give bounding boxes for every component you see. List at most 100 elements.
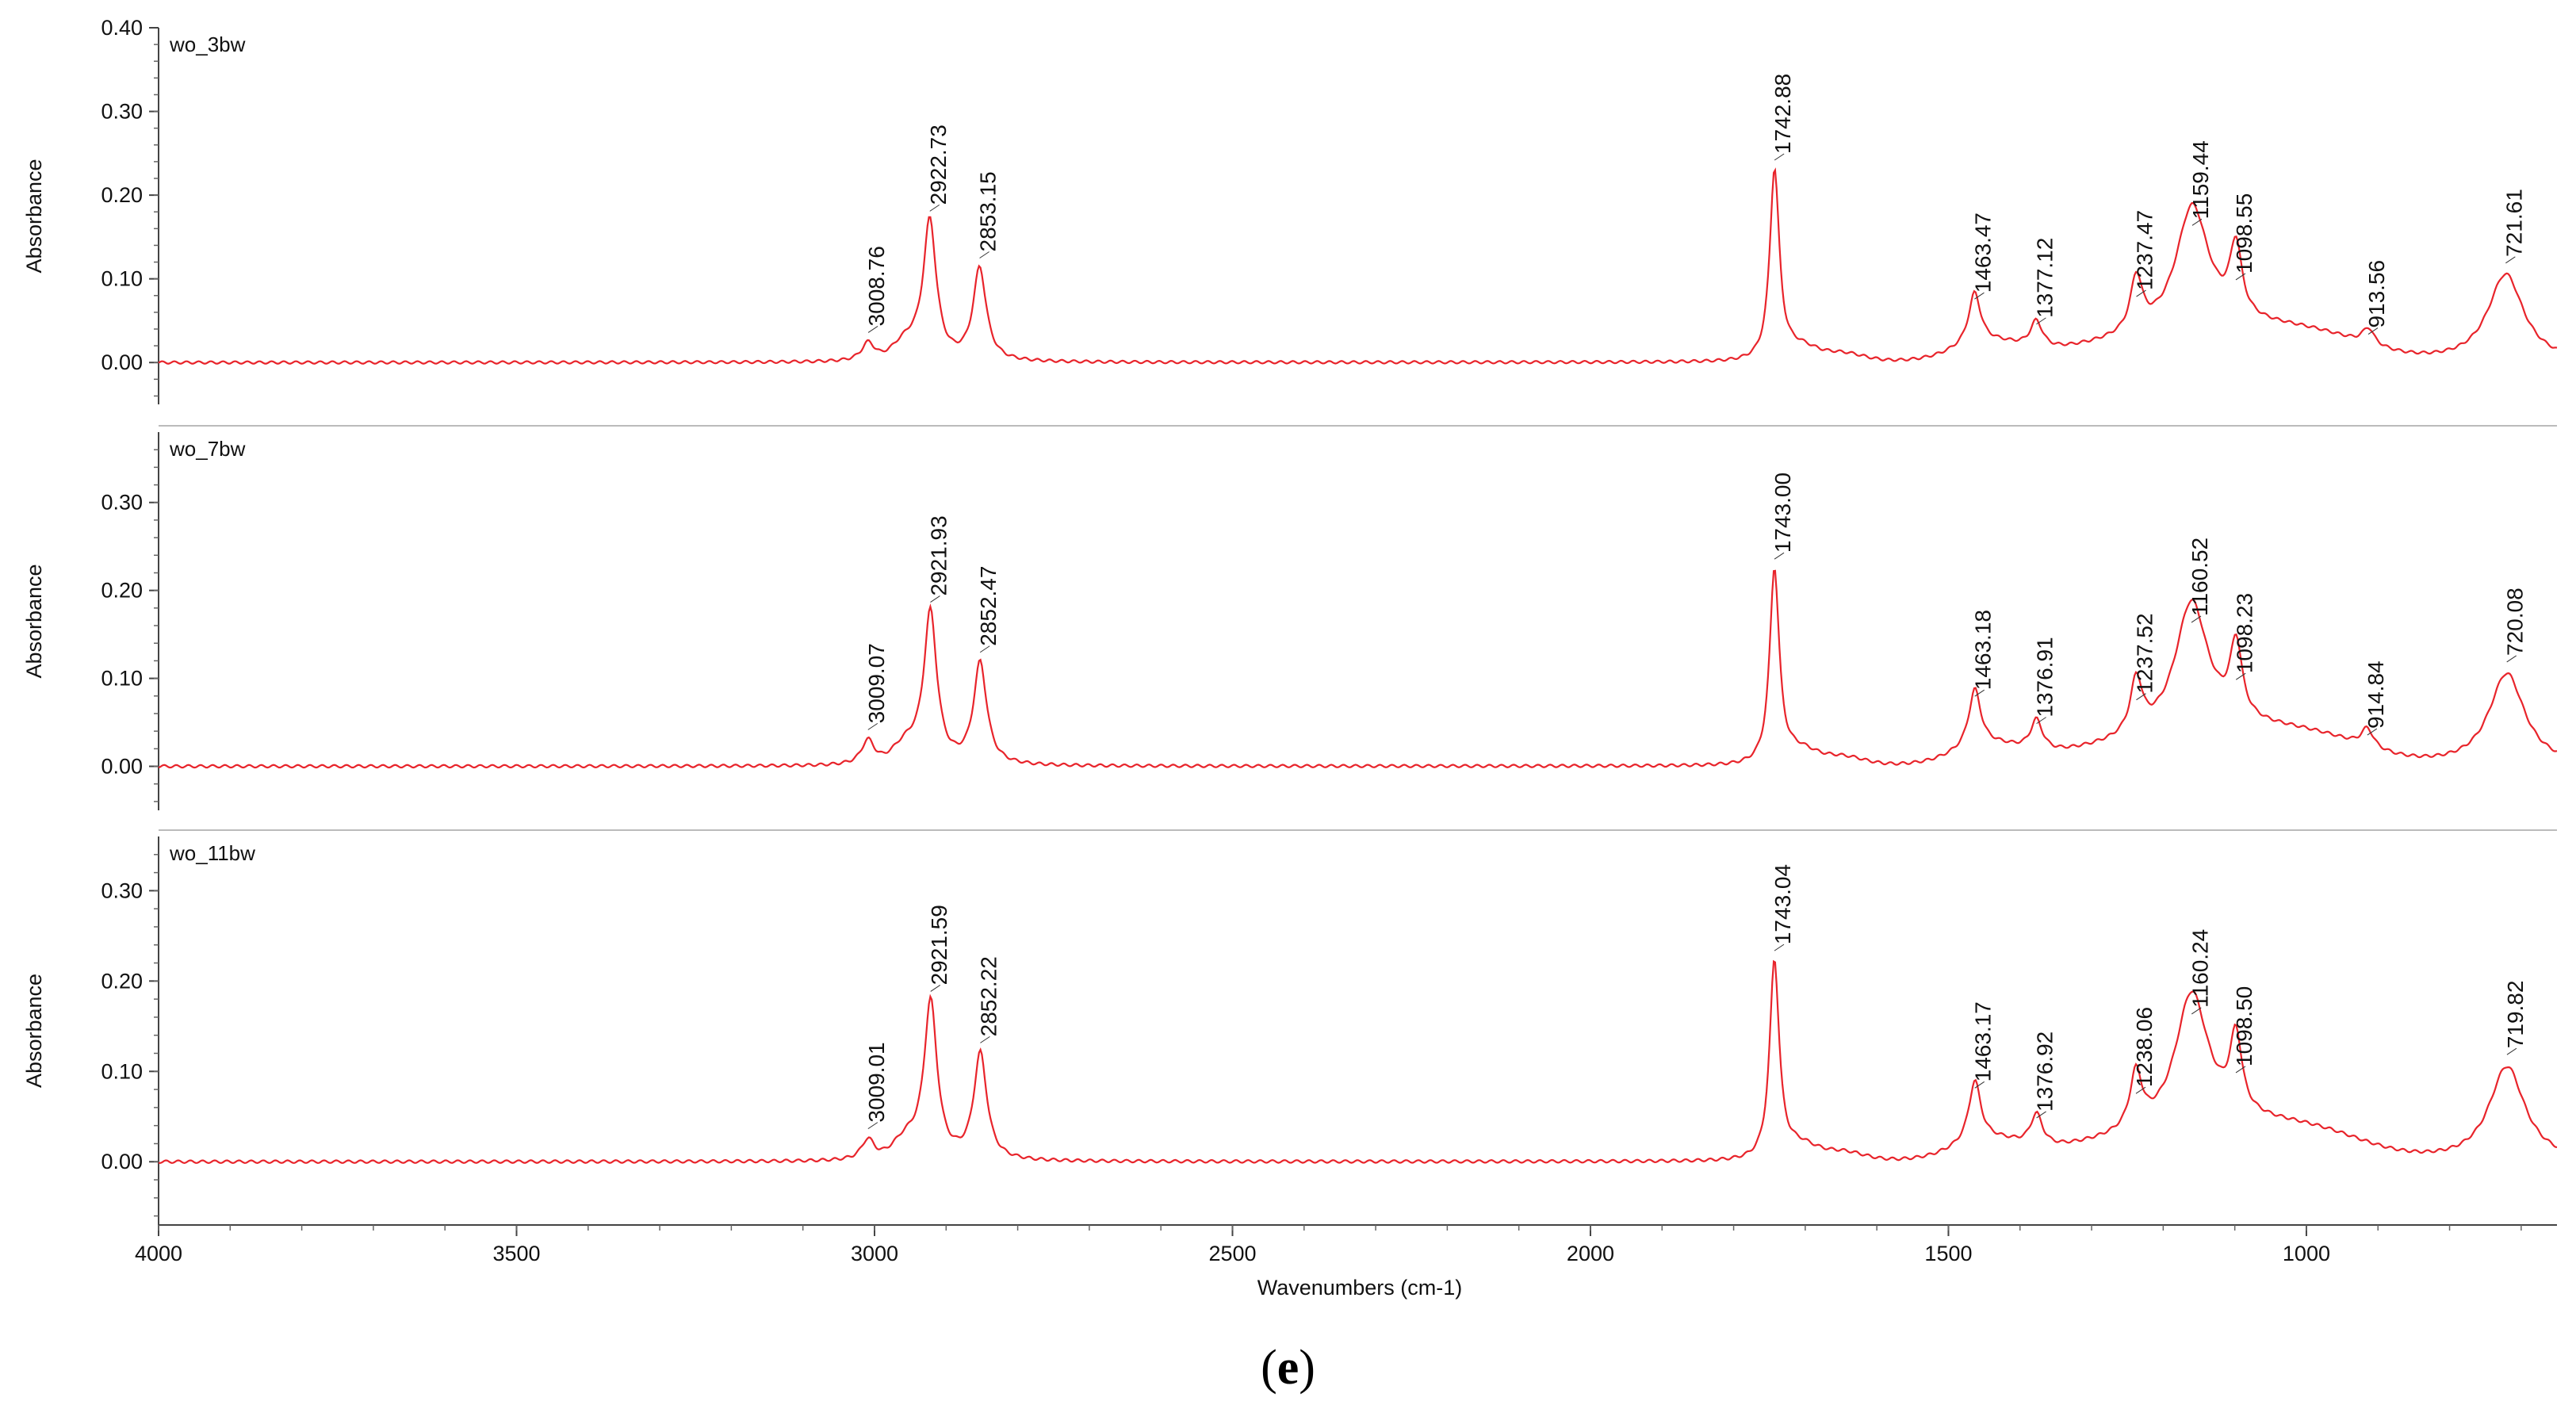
peak-label: 1463.47 xyxy=(1970,212,1995,293)
peak-label: 913.56 xyxy=(2364,260,2389,328)
peak-marker xyxy=(930,985,941,992)
peak-label: 1098.55 xyxy=(2232,193,2256,274)
peak-marker xyxy=(2235,672,2246,680)
peak-label: 1742.88 xyxy=(1770,74,1795,154)
peak-label: 2853.15 xyxy=(976,171,1001,251)
peak-label: 720.08 xyxy=(2503,588,2528,656)
x-axis: 4000 3500 3000 2500 2000 1500 1000 xyxy=(135,1224,2557,1265)
peak-label: 1160.52 xyxy=(2187,538,2212,616)
peak-label: 1377.12 xyxy=(2032,238,2057,318)
peak-label: 3009.01 xyxy=(864,1042,889,1122)
peak-marker xyxy=(2191,615,2202,623)
y-tick-label: 0.30 xyxy=(101,491,143,515)
peak-marker xyxy=(2235,273,2246,281)
peak-label: 719.82 xyxy=(2503,981,2528,1049)
peak-label: 1098.50 xyxy=(2232,986,2256,1066)
peak-marker xyxy=(2367,327,2379,335)
peak-marker xyxy=(2135,1086,2146,1094)
panel-title: wo_11bw xyxy=(169,841,255,865)
peak-marker xyxy=(2191,218,2203,226)
peak-label: 1160.24 xyxy=(2187,929,2212,1008)
x-tick-label: 3000 xyxy=(851,1242,898,1265)
peak-label: 914.84 xyxy=(2364,660,2388,729)
peak-marker xyxy=(2136,289,2146,297)
peak-label: 3008.76 xyxy=(864,246,889,326)
peak-marker xyxy=(867,326,878,333)
peak-label: 1237.52 xyxy=(2132,613,2157,693)
peak-marker xyxy=(867,1122,878,1130)
peak-marker xyxy=(2506,1047,2517,1055)
x-axis-title: Wavenumbers (cm-1) xyxy=(1257,1276,1463,1300)
peak-label: 1463.17 xyxy=(1971,1001,1996,1081)
peak-marker xyxy=(2367,728,2378,736)
y-tick-label: 0.20 xyxy=(101,579,143,603)
peak-label: 2921.59 xyxy=(927,905,951,985)
peak-label: 1743.00 xyxy=(1770,473,1795,553)
peak-label: 2852.22 xyxy=(976,956,1001,1036)
peak-label: 3009.07 xyxy=(864,643,889,723)
peak-marker xyxy=(2235,1066,2246,1074)
peak-label: 2922.73 xyxy=(926,124,951,205)
y-tick-label: 0.30 xyxy=(101,100,143,124)
spectrum-panel-3: wo_11bw 0.00 0.10 0.20 0.30 Absorbance 3009.01… xyxy=(22,829,2558,1225)
peak-marker xyxy=(2506,655,2517,663)
spectrum-line xyxy=(158,569,2558,769)
peak-label: 1463.18 xyxy=(1971,610,1996,690)
y-axis-title: Absorbance xyxy=(22,159,46,273)
y-tick-label: 0.30 xyxy=(101,879,143,902)
x-tick-label: 1500 xyxy=(1924,1242,1972,1265)
x-tick-label: 4000 xyxy=(135,1242,182,1265)
x-tick-label: 2000 xyxy=(1567,1242,1614,1265)
peak-label: 1743.04 xyxy=(1770,864,1795,944)
peak-marker xyxy=(1774,153,1785,161)
peak-marker xyxy=(2505,256,2516,264)
y-tick-label: 0.10 xyxy=(101,667,143,691)
peak-marker xyxy=(929,204,940,212)
y-tick-label: 0.00 xyxy=(101,755,143,779)
y-tick-label: 0.20 xyxy=(101,969,143,993)
y-tick-label: 0.40 xyxy=(101,16,143,40)
y-axis-title: Absorbance xyxy=(22,564,46,678)
y-tick-label: 0.10 xyxy=(101,267,143,291)
peak-label: 1159.44 xyxy=(2188,140,2213,219)
peak-marker xyxy=(2036,717,2046,725)
y-tick-label: 0.20 xyxy=(101,183,143,207)
peak-label: 2852.47 xyxy=(976,566,1001,646)
peak-marker xyxy=(979,645,990,653)
peak-label: 2921.93 xyxy=(926,515,951,595)
y-tick-label: 0.00 xyxy=(101,1150,143,1173)
peak-label: 1237.47 xyxy=(2133,210,2157,290)
x-tick-label: 1000 xyxy=(2283,1242,2330,1265)
peak-marker xyxy=(2136,693,2146,701)
peak-marker xyxy=(1774,552,1785,560)
peak-marker xyxy=(2191,1007,2202,1015)
peak-marker xyxy=(980,1035,990,1043)
peak-label: 1098.23 xyxy=(2232,593,2256,673)
peak-marker xyxy=(2036,1111,2046,1119)
spectrum-line xyxy=(158,959,2558,1165)
peak-marker xyxy=(2036,317,2046,325)
x-tick-label: 3500 xyxy=(492,1242,540,1265)
peak-marker xyxy=(979,251,989,258)
peak-marker xyxy=(1974,292,1985,300)
y-tick-label: 0.00 xyxy=(101,350,143,374)
spectrum-line xyxy=(158,167,2558,365)
caption-letter: e xyxy=(1277,1341,1299,1395)
peak-marker xyxy=(1774,944,1785,951)
peak-label: 1376.91 xyxy=(2033,637,2057,717)
peak-marker xyxy=(1974,1081,1985,1089)
peak-marker xyxy=(930,595,940,603)
panel-title: wo_3bw xyxy=(169,33,246,56)
panel-title: wo_7bw xyxy=(169,437,246,461)
y-tick-label: 0.10 xyxy=(101,1059,143,1083)
peak-label: 1376.92 xyxy=(2033,1032,2057,1112)
spectrum-panel-1: wo_3bw 0.00 0.10 0.20 0.30 0.40 Absorbance 3008… xyxy=(22,16,2558,404)
panels: wo_3bw 0.00 0.10 0.20 0.30 0.40 Absorbance 3008… xyxy=(22,16,2558,1225)
spectrum-panel-2: wo_7bw 0.00 0.10 0.20 0.30 Absorbance 3009.07 2… xyxy=(22,425,2558,810)
peak-marker xyxy=(1974,689,1985,697)
peak-marker xyxy=(867,722,878,730)
x-tick-label: 2500 xyxy=(1208,1242,1256,1265)
peak-label: 721.61 xyxy=(2501,189,2526,257)
y-axis-title: Absorbance xyxy=(22,974,46,1088)
